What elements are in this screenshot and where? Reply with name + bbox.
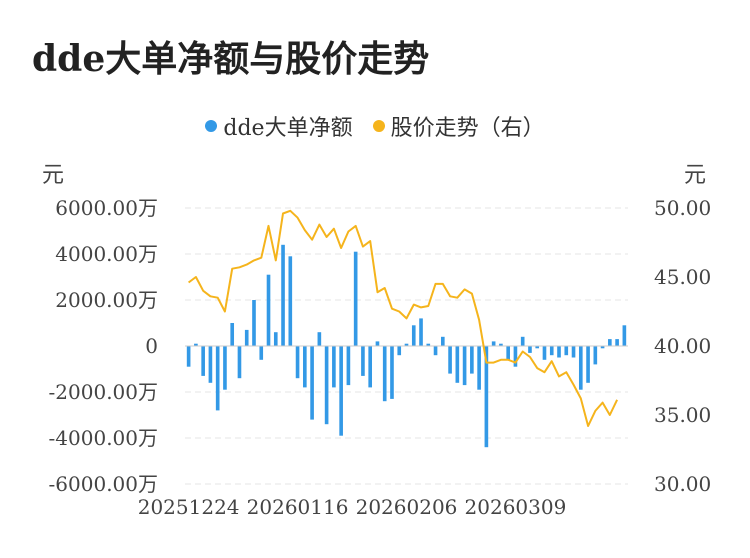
dde-bar: [186, 346, 191, 367]
dde-bar: [477, 346, 481, 390]
dde-bar: [288, 256, 293, 346]
dde-bar: [281, 244, 285, 346]
dde-bar: [615, 339, 619, 346]
dde-bar: [332, 346, 336, 388]
legend: dde大单净额 股价走势（右）: [0, 110, 750, 142]
legend-dot-dde: [205, 120, 218, 132]
y-left-tick-label: 6000.00万: [55, 196, 158, 220]
dde-bar: [273, 332, 278, 346]
y-left-tick-label: -4000.00万: [49, 426, 158, 450]
y-left-tick-label: -2000.00万: [49, 380, 158, 404]
dde-bar: [499, 343, 503, 346]
dde-bar: [411, 325, 416, 346]
dde-bar: [593, 346, 598, 365]
dde-bar: [440, 336, 445, 346]
dde-bar: [520, 336, 525, 346]
x-tick-label: 20260206: [356, 495, 458, 519]
dde-bar: [201, 346, 205, 376]
dde-bar: [259, 346, 264, 360]
dde-bar: [361, 346, 365, 376]
left-axis-unit: 元: [42, 163, 65, 188]
chart-title: dde大单净额与股价走势: [32, 38, 430, 80]
dde-bar: [622, 325, 627, 346]
dde-bar: [310, 346, 314, 420]
dde-bar: [433, 346, 438, 356]
dde-bar: [390, 346, 394, 399]
dde-bar: [491, 341, 496, 346]
dde-bar: [266, 274, 271, 346]
dde-bar: [608, 339, 612, 346]
dde-bar: [542, 346, 547, 360]
dde-bar: [448, 346, 452, 374]
dde-bar: [346, 346, 351, 386]
dde-bar: [513, 346, 518, 367]
y-right-tick-label: 35.00: [654, 403, 711, 427]
dde-bar: [426, 343, 431, 346]
dde-bar: [339, 346, 343, 436]
y-left-tick-label: 2000.00万: [55, 288, 158, 312]
dde-bar: [564, 346, 569, 356]
dde-bar: [244, 329, 249, 346]
dde-bar: [484, 346, 489, 448]
dde-bar: [353, 251, 358, 346]
dde-bar: [237, 346, 242, 379]
dde-bar: [382, 346, 387, 402]
dde-bar: [549, 346, 554, 356]
x-tick-label: 20251224: [138, 495, 240, 519]
dde-bar: [557, 346, 561, 358]
dde-bar: [324, 346, 329, 425]
legend-item-price[interactable]: 股价走势（右）: [372, 110, 545, 142]
dde-bar: [303, 346, 307, 388]
dde-bar: [194, 343, 198, 346]
legend-item-dde[interactable]: dde大单净额: [205, 110, 353, 142]
dde-bar: [571, 346, 576, 358]
y-right-tick-label: 45.00: [654, 265, 711, 289]
dde-bar: [230, 323, 235, 346]
x-tick-label: 20260116: [247, 495, 349, 519]
dde-bar: [397, 346, 402, 356]
dde-bar: [295, 346, 300, 379]
dde-bar: [215, 346, 220, 411]
dde-bar: [470, 346, 474, 374]
x-tick-label: 20260309: [465, 495, 567, 519]
dde-bar: [578, 346, 583, 390]
y-left-tick-label: -6000.00万: [49, 472, 158, 496]
dde-bar: [528, 346, 532, 353]
legend-dot-price: [372, 120, 385, 132]
y-left-tick-label: 0: [145, 334, 158, 358]
dde-bar: [223, 346, 227, 390]
y-right-tick-label: 40.00: [654, 334, 711, 358]
dde-bar: [252, 300, 256, 346]
dde-bar: [368, 346, 373, 388]
dde-bar: [586, 346, 590, 383]
dde-bar: [506, 346, 510, 360]
dde-bar: [317, 332, 322, 346]
dde-bar: [455, 346, 460, 383]
dde-bar: [208, 346, 213, 383]
y-left-tick-label: 4000.00万: [55, 242, 158, 266]
dde-bar: [375, 341, 380, 346]
dde-bar: [600, 346, 605, 349]
legend-label-dde: dde大单净额: [223, 116, 353, 141]
dde-bar: [419, 318, 423, 346]
dde-bar: [404, 343, 409, 346]
right-axis-unit: 元: [684, 163, 707, 188]
y-right-tick-label: 30.00: [654, 472, 711, 496]
y-right-tick-label: 50.00: [654, 196, 711, 220]
dde-bar: [462, 346, 467, 386]
dde-bar: [535, 346, 540, 349]
legend-label-price: 股价走势（右）: [390, 116, 545, 141]
price-line: [187, 209, 619, 427]
